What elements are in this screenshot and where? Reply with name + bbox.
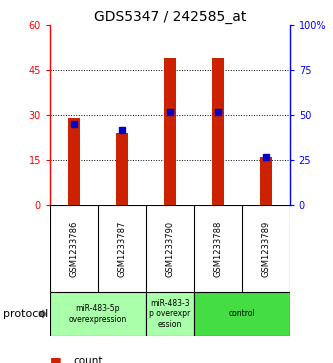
Text: GSM1233789: GSM1233789 (261, 221, 270, 277)
Text: GSM1233788: GSM1233788 (213, 220, 222, 277)
Text: GSM1233786: GSM1233786 (69, 220, 79, 277)
Bar (50, 292, 146, 336)
Bar (146, 292, 194, 336)
Bar (212, 58, 224, 205)
Bar (68, 118, 80, 205)
Text: miR-483-5p
overexpression: miR-483-5p overexpression (69, 304, 127, 324)
Text: count: count (73, 356, 103, 363)
Text: GSM1233787: GSM1233787 (117, 220, 127, 277)
Text: miR-483-3
p overexpr
ession: miR-483-3 p overexpr ession (149, 299, 190, 329)
Bar (194, 292, 290, 336)
Title: GDS5347 / 242585_at: GDS5347 / 242585_at (94, 11, 246, 24)
Bar (116, 133, 128, 205)
Text: protocol: protocol (3, 309, 49, 319)
Text: GSM1233790: GSM1233790 (165, 221, 174, 277)
Text: ■: ■ (50, 355, 62, 363)
Text: control: control (228, 310, 255, 318)
Bar (164, 58, 176, 205)
Bar (260, 157, 272, 205)
